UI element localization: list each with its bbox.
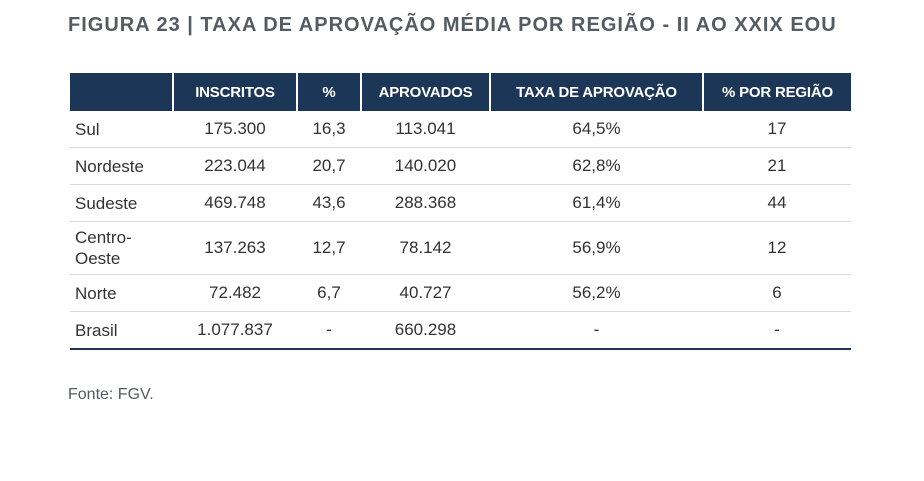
aprovados-cell: 288.368 — [361, 184, 490, 222]
figure-title: FIGURA 23 | TAXA DE APROVAÇÃO MÉDIA POR … — [68, 14, 837, 36]
aprovados-cell: 660.298 — [361, 311, 490, 350]
header-region — [70, 73, 173, 111]
table-row-total: Brasil 1.077.837 - 660.298 - - — [70, 311, 851, 350]
aprovados-cell: 140.020 — [361, 147, 490, 185]
aprovados-cell: 113.041 — [361, 111, 490, 148]
percent-cell: 43,6 — [297, 184, 361, 222]
region-cell: Sul — [70, 111, 173, 148]
percent-regiao-cell: 17 — [703, 111, 851, 148]
region-cell: Norte — [70, 274, 173, 312]
header-taxa-aprovacao: TAXA DE APROVAÇÃO — [489, 73, 703, 111]
region-cell: Sudeste — [70, 184, 173, 222]
table-row: Nordeste 223.044 20,7 140.020 62,8% 21 — [70, 147, 851, 185]
source-note: Fonte: FGV. — [68, 386, 154, 403]
data-table: INSCRITOS % APROVADOS TAXA DE APROVAÇÃO … — [70, 73, 851, 350]
percent-regiao-cell: 21 — [703, 147, 851, 185]
header-aprovados: APROVADOS — [360, 73, 490, 111]
percent-cell: 6,7 — [297, 274, 361, 312]
taxa-cell: 64,5% — [490, 111, 703, 148]
inscritos-cell: 175.300 — [173, 111, 297, 148]
taxa-cell: 56,9% — [490, 221, 703, 275]
taxa-cell: 56,2% — [490, 274, 703, 312]
region-cell: Nordeste — [70, 147, 173, 185]
table-row: Centro- Oeste 137.263 12,7 78.142 56,9% … — [70, 221, 851, 275]
taxa-cell: - — [490, 311, 703, 350]
inscritos-cell: 137.263 — [173, 221, 297, 275]
inscritos-cell: 1.077.837 — [173, 311, 297, 350]
header-percent: % — [296, 73, 361, 111]
percent-regiao-cell: 44 — [703, 184, 851, 222]
table-row: Sul 175.300 16,3 113.041 64,5% 17 — [70, 111, 851, 148]
percent-cell: 16,3 — [297, 111, 361, 148]
region-cell: Brasil — [70, 311, 173, 350]
table-row: Sudeste 469.748 43,6 288.368 61,4% 44 — [70, 184, 851, 222]
aprovados-cell: 40.727 — [361, 274, 490, 312]
header-inscritos: INSCRITOS — [172, 73, 297, 111]
aprovados-cell: 78.142 — [361, 221, 490, 275]
percent-cell: 20,7 — [297, 147, 361, 185]
taxa-cell: 62,8% — [490, 147, 703, 185]
inscritos-cell: 223.044 — [173, 147, 297, 185]
percent-regiao-cell: - — [703, 311, 851, 350]
percent-cell: - — [297, 311, 361, 350]
region-cell: Centro- Oeste — [70, 221, 173, 275]
percent-regiao-cell: 6 — [703, 274, 851, 312]
percent-regiao-cell: 12 — [703, 221, 851, 275]
taxa-cell: 61,4% — [490, 184, 703, 222]
table-row: Norte 72.482 6,7 40.727 56,2% 6 — [70, 274, 851, 312]
inscritos-cell: 469.748 — [173, 184, 297, 222]
percent-cell: 12,7 — [297, 221, 361, 275]
inscritos-cell: 72.482 — [173, 274, 297, 312]
header-row: INSCRITOS % APROVADOS TAXA DE APROVAÇÃO … — [70, 73, 851, 111]
header-percent-regiao: % POR REGIÃO — [702, 73, 851, 111]
